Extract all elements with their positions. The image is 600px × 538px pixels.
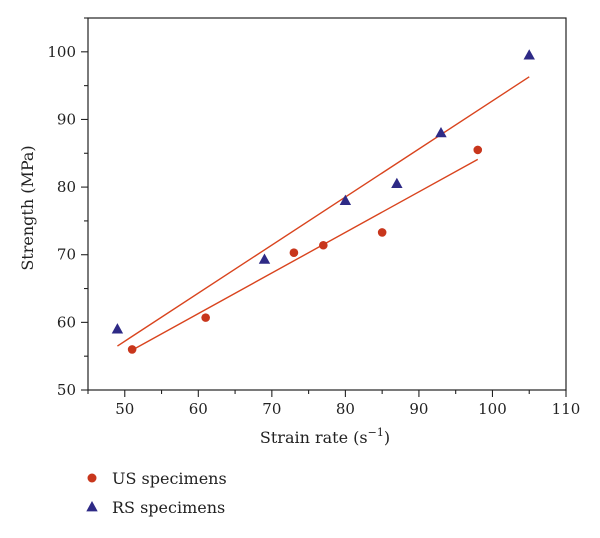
x-tick-label: 110 — [552, 400, 581, 418]
legend-label-rs: RS specimens — [112, 498, 225, 517]
x-axis-label: Strain rate (s−1) — [260, 426, 390, 447]
rs-data-point — [111, 323, 124, 334]
rs-data-point — [391, 177, 403, 189]
x-tick-label: 80 — [336, 400, 355, 418]
legend: US specimens RS specimens — [86, 469, 227, 517]
us-data-point — [201, 313, 210, 322]
rs-data-point — [258, 253, 271, 264]
y-tick-label: 70 — [57, 246, 76, 264]
us-data-point — [319, 240, 328, 250]
rs-data-point — [435, 126, 447, 138]
x-tick-label: 70 — [262, 400, 281, 418]
y-tick-label: 50 — [57, 381, 76, 399]
x-axis-ticks: 50 60 70 80 90 100 110 — [87, 390, 581, 418]
rs-data-point — [523, 49, 535, 60]
us-data-point — [289, 248, 299, 257]
fit-line-us — [131, 158, 479, 351]
legend-item-us: US specimens — [87, 469, 227, 488]
x-tick-label: 100 — [478, 400, 507, 418]
rs-data-point — [339, 194, 352, 205]
data-points — [111, 49, 535, 354]
axes — [87, 17, 567, 391]
fit-lines — [117, 76, 530, 351]
y-tick-label: 100 — [47, 43, 76, 61]
us-data-point — [473, 145, 483, 155]
x-tick-label: 60 — [189, 400, 208, 418]
y-tick-label: 60 — [57, 313, 76, 331]
y-tick-label: 80 — [57, 178, 76, 196]
us-data-point — [127, 345, 137, 354]
x-tick-label: 90 — [409, 400, 428, 418]
legend-marker-us — [87, 473, 97, 483]
plot-frame — [87, 17, 567, 391]
legend-marker-rs — [86, 501, 98, 512]
x-tick-label: 50 — [115, 400, 134, 418]
y-axis-ticks: 50 60 70 80 90 100 — [47, 17, 88, 399]
y-tick-label: 90 — [57, 110, 76, 128]
y-axis-label: Strength (MPa) — [18, 145, 37, 270]
us-data-point — [377, 228, 387, 237]
legend-label-us: US specimens — [112, 469, 227, 488]
fit-line-rs — [117, 76, 530, 347]
legend-item-rs: RS specimens — [86, 498, 225, 517]
